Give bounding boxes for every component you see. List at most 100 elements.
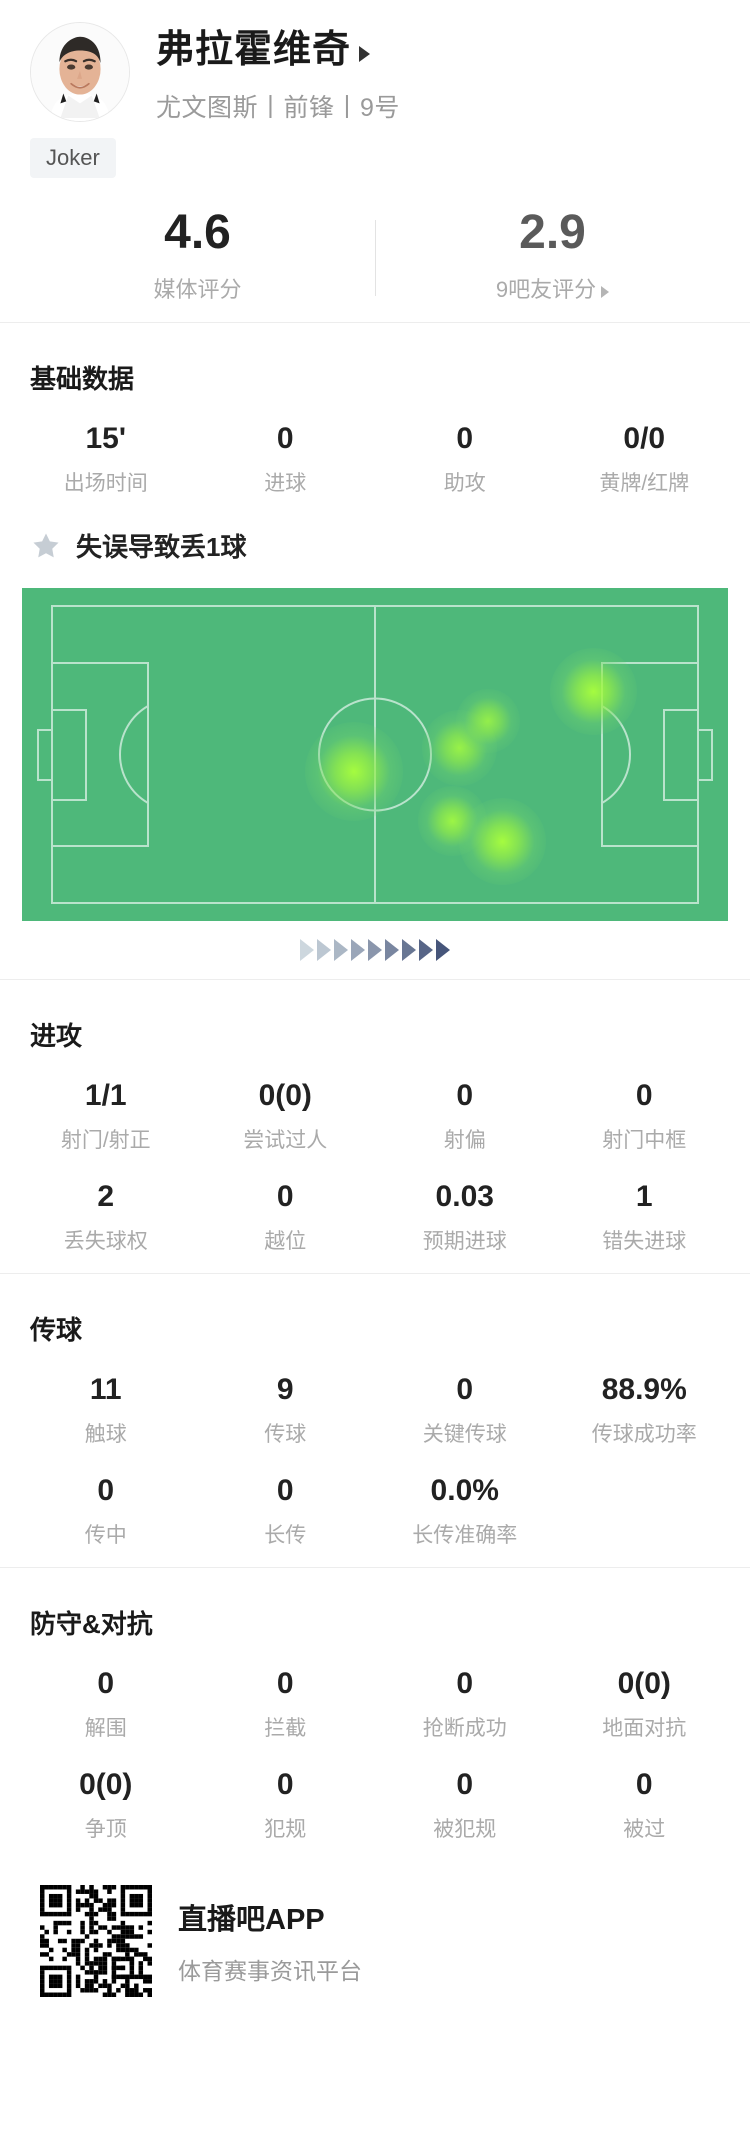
stat-label: 触球: [84, 1423, 127, 1447]
stat-label: 地面对抗: [602, 1717, 687, 1741]
stat-label: 错失进球: [602, 1230, 687, 1254]
avatar[interactable]: [30, 22, 130, 122]
heatmap-container: [0, 588, 750, 962]
chevron-right-icon: [300, 939, 314, 962]
stat-label: 进球: [264, 472, 307, 496]
stat-value: 0(0): [79, 1768, 133, 1802]
stat-cell: 0 抢断成功: [375, 1667, 555, 1742]
stat-label: 抢断成功: [422, 1717, 507, 1741]
stat-value: 0/0: [623, 422, 666, 456]
rating-fans-label: 9吧友评分: [375, 272, 730, 304]
rating-media-label-text: 媒体评分: [153, 277, 242, 303]
player-name-row[interactable]: 弗拉霍维奇: [156, 29, 400, 72]
stat-row-attack-2: 2 丢失球权 0 越位 0.03 预期进球 1 错失进球: [0, 1180, 750, 1255]
status-badge: Joker: [30, 137, 116, 178]
stat-cell: 0 犯规: [196, 1768, 376, 1843]
section-title-passing: 传球: [30, 1315, 83, 1346]
stat-value: 88.9%: [601, 1373, 687, 1407]
chevron-right-icon: [436, 939, 450, 962]
stat-label: 长传准确率: [412, 1524, 518, 1548]
stat-cell: 0.03 预期进球: [375, 1180, 555, 1255]
stat-cell: 0 进球: [196, 422, 376, 497]
pitch-heatmap[interactable]: [22, 588, 728, 922]
stat-cell: 0 长传: [196, 1474, 376, 1549]
stat-value: 0: [456, 422, 474, 456]
section-title-defense: 防守&对抗: [30, 1609, 153, 1640]
divider: [0, 979, 750, 981]
rating-media-label: 媒体评分: [20, 272, 375, 304]
chevron-right-icon: [402, 939, 416, 962]
stat-label: 预期进球: [422, 1230, 507, 1254]
stat-label: 传球: [264, 1423, 307, 1447]
stat-cell: 0(0) 尝试过人: [196, 1079, 376, 1154]
stat-value: 0: [456, 1373, 474, 1407]
stat-row-passing-2: 0 传中 0 长传 0.0% 长传准确率: [0, 1474, 750, 1549]
pitch-lines: [37, 605, 713, 905]
stat-label: 射门/射正: [60, 1129, 151, 1153]
stat-value: 1/1: [84, 1079, 127, 1113]
stat-label: 射偏: [443, 1129, 486, 1153]
stat-label: 射门中框: [602, 1129, 687, 1153]
chevron-right-icon: [601, 286, 610, 299]
stat-row-defense-2: 0(0) 争顶 0 犯规 0 被犯规 0 被过: [0, 1768, 750, 1843]
app-tagline: 体育赛事资讯平台: [178, 1958, 362, 1985]
stat-row-defense-1: 0 解围 0 拦截 0 抢断成功 0(0) 地面对抗: [0, 1667, 750, 1742]
stat-cell: 0/0 黄牌/红牌: [555, 422, 735, 497]
player-name: 弗拉霍维奇: [156, 29, 352, 71]
rating-fans-label-text: 9吧友评分: [495, 277, 597, 303]
stat-label: 被犯规: [433, 1818, 497, 1842]
section-title-basic: 基础数据: [30, 364, 135, 395]
ratings-row: 4.6 媒体评分 2.9 9吧友评分: [0, 205, 750, 304]
stat-label: 犯规: [264, 1818, 307, 1842]
rating-media: 4.6 媒体评分: [20, 207, 375, 304]
player-header: 弗拉霍维奇 尤文图斯丨前锋丨9号: [0, 0, 750, 124]
divider: [0, 322, 750, 324]
stat-label: 尝试过人: [243, 1129, 328, 1153]
stat-cell-empty: [555, 1474, 735, 1549]
stat-cell: 9 传球: [196, 1373, 376, 1448]
stat-value: 0.03: [435, 1180, 494, 1214]
stat-row-basic-1: 15' 出场时间 0 进球 0 助攻 0/0 黄牌/红牌: [0, 422, 750, 497]
stat-value: 0.0%: [430, 1474, 499, 1508]
chevron-right-icon: [419, 939, 433, 962]
stat-cell: 0 越位: [196, 1180, 376, 1255]
stat-cell: 0 射门中框: [555, 1079, 735, 1154]
stat-label: 被过: [623, 1818, 666, 1842]
stat-cell: 0 被犯规: [375, 1768, 555, 1843]
stat-cell: 0 解围: [16, 1667, 196, 1742]
qr-code[interactable]: [40, 1885, 152, 1998]
chevron-right-icon: [334, 939, 348, 962]
chevron-right-icon: [368, 939, 382, 962]
stat-value: 0: [276, 1474, 294, 1508]
stat-cell: 0(0) 争顶: [16, 1768, 196, 1843]
stat-cell: 2 丢失球权: [16, 1180, 196, 1255]
app-promo-footer: 直播吧APP 体育赛事资讯平台: [0, 1843, 750, 1998]
stat-cell: 0 射偏: [375, 1079, 555, 1154]
stat-cell: 0.0% 长传准确率: [375, 1474, 555, 1549]
stat-value: 0: [456, 1667, 474, 1701]
stat-value: 0(0): [617, 1667, 671, 1701]
rating-fans-value: 2.9: [519, 205, 586, 259]
stat-row-attack-1: 1/1 射门/射正 0(0) 尝试过人 0 射偏 0 射门中框: [0, 1079, 750, 1154]
section-title-attack: 进攻: [30, 1021, 83, 1052]
app-promo-text: 直播吧APP 体育赛事资讯平台: [178, 1896, 362, 1986]
stat-value: 0: [276, 422, 294, 456]
stat-value: 0: [635, 1079, 653, 1113]
stat-label: 解围: [84, 1717, 127, 1741]
stat-value: 0: [635, 1768, 653, 1802]
stat-value: 0: [456, 1079, 474, 1113]
mistake-note: 失误导致丢1球: [0, 527, 750, 564]
stat-value: 0: [276, 1180, 294, 1214]
app-name: 直播吧APP: [178, 1904, 325, 1937]
stat-label: 争顶: [84, 1818, 127, 1842]
stat-label: 出场时间: [63, 472, 148, 496]
rating-fans[interactable]: 2.9 9吧友评分: [375, 205, 730, 304]
stat-cell: 0 拦截: [196, 1667, 376, 1742]
stat-cell: 1 错失进球: [555, 1180, 735, 1255]
avatar-portrait-icon: [31, 23, 129, 121]
stat-label: 长传: [264, 1524, 307, 1548]
stat-cell: 15' 出场时间: [16, 422, 196, 497]
stat-value: 15': [85, 422, 126, 456]
stat-label: 助攻: [443, 472, 486, 496]
stat-value: 0: [276, 1667, 294, 1701]
